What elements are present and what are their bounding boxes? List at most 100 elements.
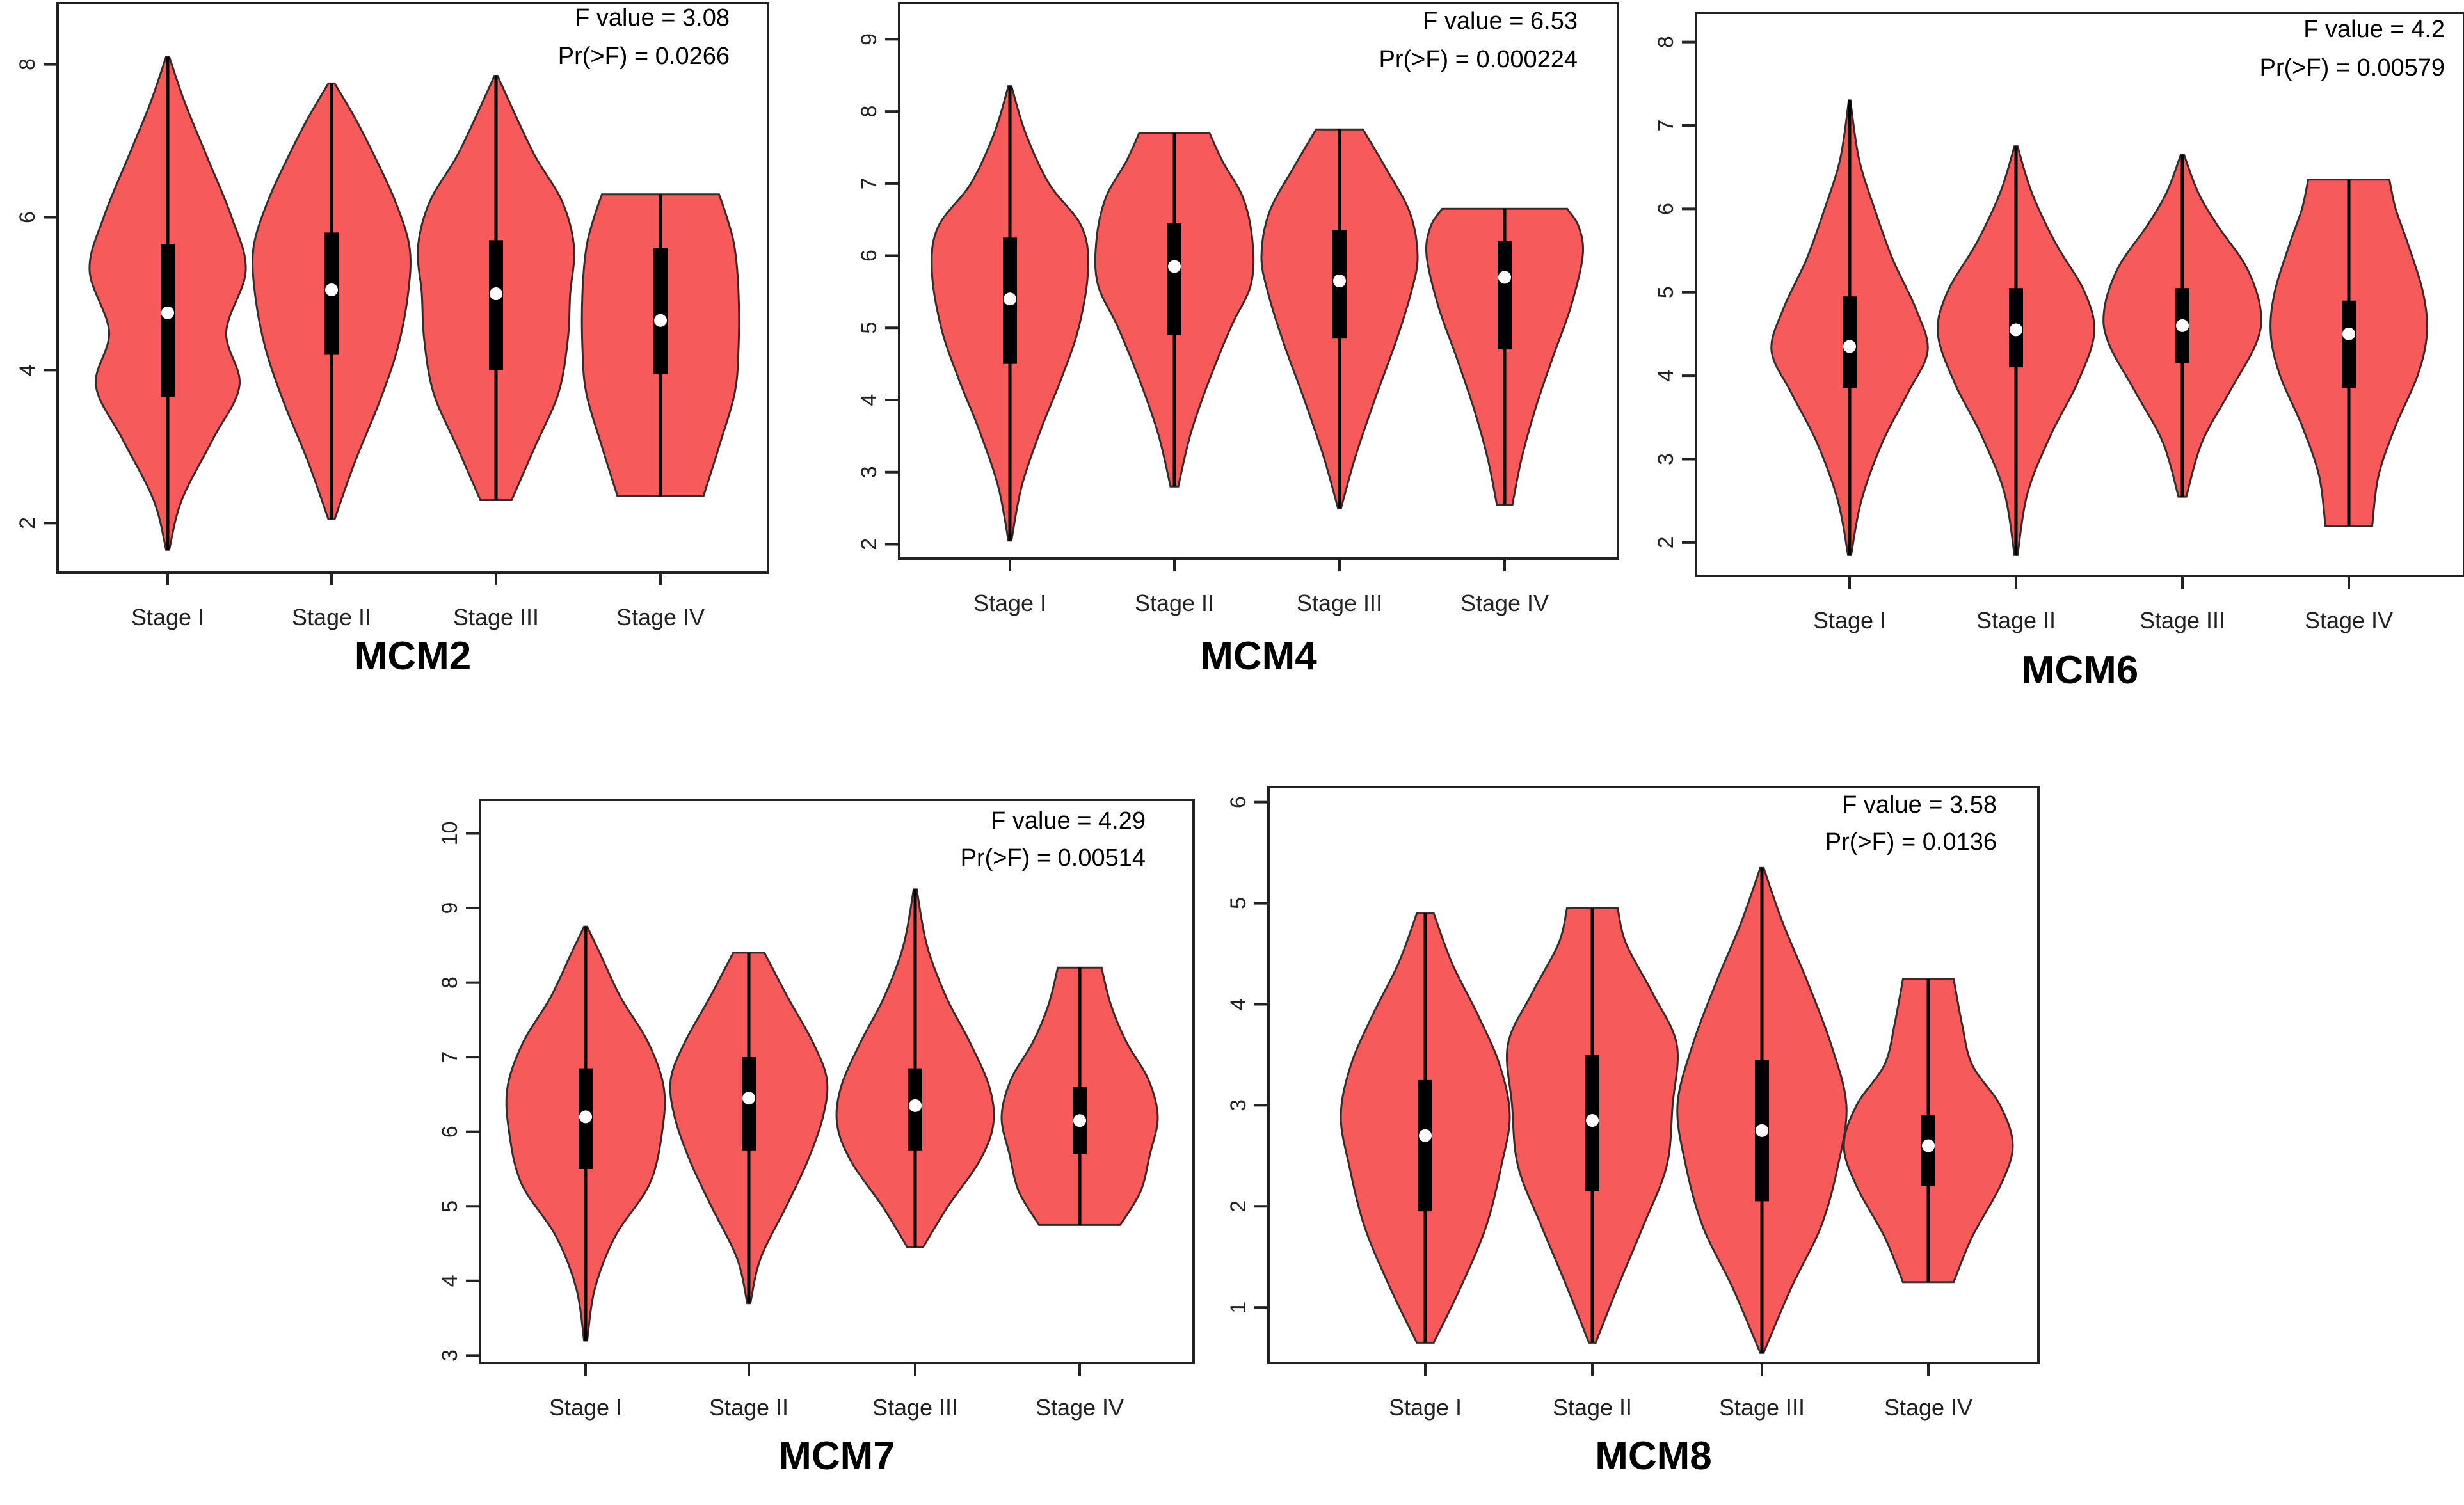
violin-median-dot [1586,1114,1599,1127]
y-tick-label: 3 [438,1350,462,1362]
violin-median-dot [325,283,338,296]
violin-median-dot [742,1092,755,1105]
y-tick-label: 6 [857,250,881,262]
x-tick-label: Stage III [453,604,539,630]
violin-iqr-box [1498,241,1512,350]
y-axis: 2 3 4 5 6 7 8 9 [857,33,899,550]
violin [88,56,247,551]
p-value-annotation: Pr(>F) = 0.0136 [1825,829,1997,856]
gene-title-mcm6: MCM6 [2021,648,2139,692]
x-tick-label: Stage I [131,604,204,630]
violin-median-dot [1756,1124,1768,1137]
y-tick-label: 5 [1654,286,1678,298]
violin [580,193,740,497]
y-tick-label: 4 [438,1275,462,1287]
x-tick-label: Stage II [1976,607,2056,633]
x-tick-label: Stage IV [616,604,705,630]
y-axis: 1 2 3 4 5 6 [1226,796,1268,1314]
gene-title-mcm8: MCM8 [1595,1434,1712,1478]
p-value-annotation: Pr(>F) = 0.00514 [961,845,1146,872]
f-value-annotation: F value = 3.58 [1842,792,1997,818]
violin-iqr-box [161,244,175,397]
violin-iqr-box [653,248,668,374]
plot-frame [479,799,1195,1364]
violin [1000,966,1159,1226]
y-tick-label: 4 [1654,370,1678,382]
violin-iqr-box [2342,300,2356,388]
violin [1340,912,1511,1344]
x-tick-label: Stage II [709,1394,788,1421]
y-tick-label: 5 [1226,897,1251,909]
plot-frame [56,2,769,574]
x-tick-label: Stage IV [1460,590,1549,616]
plot-frame [1695,12,2464,577]
violin-median-dot [579,1110,592,1124]
violin-median-dot [1419,1129,1432,1142]
violin-median-dot [2342,327,2355,340]
violin [2269,179,2428,527]
y-tick-label: 3 [1654,453,1678,465]
x-tick-label: Stage IV [1036,1394,1124,1421]
y-tick-label: 8 [857,106,881,118]
violin-median-dot [1333,275,1346,287]
gene-title-mcm4: MCM4 [1200,634,1317,678]
gene-title-mcm2: MCM2 [354,634,472,678]
plot-frame [898,2,1619,560]
violin-median-dot [490,287,502,300]
y-tick-label: 2 [1654,536,1678,548]
violin [1094,132,1255,488]
y-tick-label: 4 [15,364,40,376]
y-tick-label: 8 [438,976,462,989]
p-value-annotation: Pr(>F) = 0.000224 [1379,46,1578,73]
x-tick-label: Stage I [1813,607,1886,633]
violin-iqr-box [1167,223,1181,335]
x-tick-label: Stage III [2140,607,2225,633]
y-axis: 2 3 4 5 6 7 8 [1654,36,1696,548]
x-tick-label: Stage IV [2305,607,2393,633]
y-tick-label: 5 [438,1200,462,1213]
gene-title-mcm7: MCM7 [778,1434,895,1478]
violin-median-dot [1004,292,1016,306]
violin [417,75,575,501]
x-tick-label: Stage III [1719,1394,1805,1421]
x-tick-label: Stage III [1297,590,1382,616]
y-tick-label: 9 [857,33,881,45]
y-tick-label: 2 [15,517,40,529]
violin [251,82,412,520]
y-tick-label: 7 [438,1051,462,1063]
violin-median-dot [1922,1139,1935,1152]
x-tick-label: Stage II [1553,1394,1632,1421]
y-tick-label: 6 [438,1126,462,1138]
y-tick-label: 5 [857,322,881,334]
y-tick-label: 7 [857,177,881,189]
violin [1505,907,1679,1344]
x-tick-label: Stage I [973,590,1046,616]
y-tick-label: 8 [1654,36,1678,48]
violin-median-dot [1498,271,1511,284]
x-tick-label: Stage I [549,1394,622,1421]
y-tick-label: 6 [1654,203,1678,215]
x-tick-label: Stage I [1389,1394,1462,1421]
violin [669,952,829,1305]
x-tick-label: Stage II [1135,590,1214,616]
f-value-annotation: F value = 6.53 [1423,8,1578,35]
p-value-annotation: Pr(>F) = 0.0266 [558,43,730,70]
y-tick-label: 6 [15,211,40,223]
violin [2102,154,2262,498]
violin-median-dot [1073,1114,1086,1127]
violin [931,85,1089,542]
f-value-annotation: F value = 3.08 [575,4,730,31]
violin-median-dot [2176,319,2189,332]
y-tick-label: 4 [1226,998,1251,1010]
x-tick-label: Stage IV [1884,1394,1972,1421]
y-tick-label: 2 [857,538,881,550]
y-tick-label: 9 [438,902,462,914]
violin-median-dot [1168,260,1181,273]
y-axis: 3 4 5 6 7 8 9 10 [438,822,480,1362]
violin [1843,978,2014,1284]
